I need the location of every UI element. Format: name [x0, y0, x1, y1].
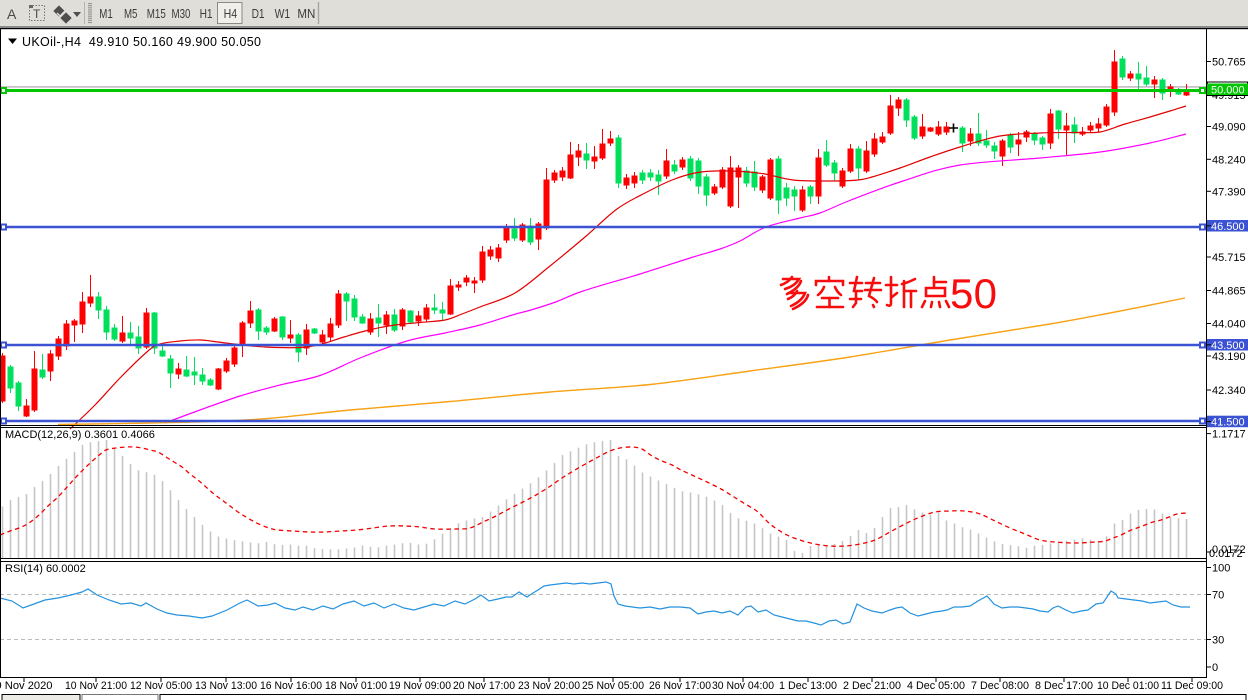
svg-text:H4: H4 — [224, 7, 238, 21]
svg-text:16 Nov 16:00: 16 Nov 16:00 — [260, 680, 322, 692]
svg-text:8 Dec 17:00: 8 Dec 17:00 — [1035, 680, 1093, 692]
svg-text:0: 0 — [1212, 662, 1218, 674]
svg-text:M30: M30 — [172, 7, 191, 21]
svg-text:45.715: 45.715 — [1212, 252, 1246, 264]
svg-text:23 Nov 20:00: 23 Nov 20:00 — [518, 680, 580, 692]
svg-text:44.040: 44.040 — [1212, 319, 1246, 331]
svg-text:50.765: 50.765 — [1212, 57, 1246, 69]
svg-text:42.340: 42.340 — [1212, 385, 1246, 397]
svg-text:48.240: 48.240 — [1212, 154, 1246, 166]
svg-text:1 Dec 13:00: 1 Dec 13:00 — [779, 680, 837, 692]
svg-text:47.390: 47.390 — [1212, 186, 1246, 198]
svg-text:M15: M15 — [147, 7, 166, 21]
svg-text:2 Dec 21:00: 2 Dec 21:00 — [843, 680, 901, 692]
svg-text:W1: W1 — [275, 7, 291, 21]
svg-text:M5: M5 — [124, 7, 138, 21]
svg-text:30 Nov 04:00: 30 Nov 04:00 — [712, 680, 774, 692]
svg-text:30: 30 — [1212, 635, 1224, 647]
svg-text:46.500: 46.500 — [1211, 221, 1245, 233]
svg-text:43.190: 43.190 — [1212, 351, 1246, 363]
svg-text:10 Nov 21:00: 10 Nov 21:00 — [65, 680, 127, 692]
svg-text:12 Nov 05:00: 12 Nov 05:00 — [130, 680, 192, 692]
svg-text:M1: M1 — [99, 7, 113, 21]
svg-text:UKOil-,H4 49.910 50.160 49.90: UKOil-,H4 49.910 50.160 49.900 50.050 — [22, 35, 261, 49]
svg-text:49.090: 49.090 — [1212, 122, 1246, 134]
svg-text:10 Dec 01:00: 10 Dec 01:00 — [1097, 680, 1159, 692]
svg-text:25 Nov 05:00: 25 Nov 05:00 — [582, 680, 644, 692]
svg-text:0.0172: 0.0172 — [1209, 548, 1243, 560]
svg-text:RSI(14) 60.0002: RSI(14) 60.0002 — [5, 563, 86, 575]
svg-text:19 Nov 09:00: 19 Nov 09:00 — [389, 680, 451, 692]
svg-text:H1: H1 — [200, 7, 213, 21]
svg-text:20 Nov 17:00: 20 Nov 17:00 — [453, 680, 515, 692]
svg-text:MACD(12,26,9) 0.3601 0.4066: MACD(12,26,9) 0.3601 0.4066 — [5, 429, 155, 441]
svg-text:43.500: 43.500 — [1211, 340, 1245, 352]
svg-text:4 Dec 05:00: 4 Dec 05:00 — [907, 680, 965, 692]
svg-text:50: 50 — [950, 270, 997, 317]
svg-text:41.500: 41.500 — [1211, 417, 1245, 429]
svg-text:11 Dec 09:00: 11 Dec 09:00 — [1161, 680, 1223, 692]
svg-text:9 Nov 2020: 9 Nov 2020 — [0, 680, 53, 692]
svg-text:MN: MN — [297, 7, 315, 21]
svg-text:18 Nov 01:00: 18 Nov 01:00 — [325, 680, 387, 692]
svg-text:44.865: 44.865 — [1212, 286, 1246, 298]
svg-text:70: 70 — [1212, 590, 1224, 602]
svg-text:1.1717: 1.1717 — [1212, 429, 1246, 441]
svg-text:T: T — [33, 7, 41, 21]
svg-text:D1: D1 — [252, 7, 265, 21]
svg-text:26 Nov 17:00: 26 Nov 17:00 — [649, 680, 711, 692]
svg-text:13 Nov 13:00: 13 Nov 13:00 — [195, 680, 257, 692]
svg-text:7 Dec 08:00: 7 Dec 08:00 — [971, 680, 1029, 692]
svg-text:50.000: 50.000 — [1211, 85, 1245, 97]
svg-text:0.0172: 0.0172 — [1212, 544, 1246, 556]
svg-text:100: 100 — [1212, 563, 1230, 575]
svg-text:A: A — [7, 6, 17, 22]
